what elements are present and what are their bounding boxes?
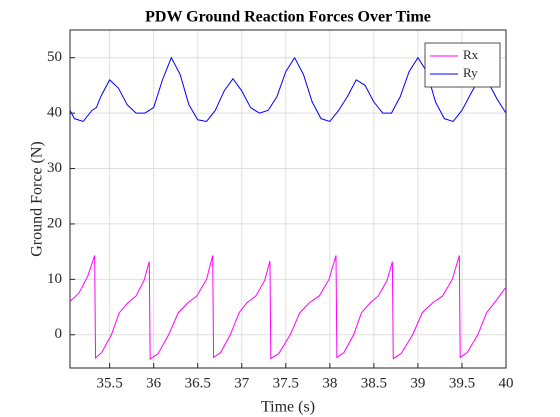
x-axis-label: Time (s) — [261, 399, 315, 416]
x-tick-label: 38 — [322, 375, 337, 391]
data-line — [69, 255, 507, 361]
y-tick-label: 50 — [47, 49, 62, 65]
y-tick-label: 30 — [47, 160, 62, 176]
legend-label: Rx — [463, 47, 479, 62]
y-tick-label: 10 — [47, 271, 62, 287]
x-tick-label: 39 — [410, 375, 425, 391]
x-tick-label: 35.5 — [97, 375, 123, 391]
y-tick-label: 0 — [55, 326, 63, 342]
y-tick-label: 20 — [47, 215, 62, 231]
x-tick-label: 37 — [234, 375, 250, 391]
x-tick-label: 39.5 — [449, 375, 475, 391]
x-tick-label: 37.5 — [273, 375, 299, 391]
y-axis-label: Ground Force (N) — [29, 141, 46, 257]
x-tick-label: 40 — [499, 375, 514, 391]
x-tick-label: 38.5 — [361, 375, 387, 391]
legend-label: Ry — [463, 65, 478, 80]
x-tick-label: 36 — [146, 375, 162, 391]
plot-frame — [69, 29, 507, 369]
chart-title: PDW Ground Reaction Forces Over Time — [145, 9, 431, 26]
legend-box — [424, 42, 501, 88]
x-tick-label: 36.5 — [185, 375, 211, 391]
y-tick-label: 40 — [47, 105, 62, 121]
